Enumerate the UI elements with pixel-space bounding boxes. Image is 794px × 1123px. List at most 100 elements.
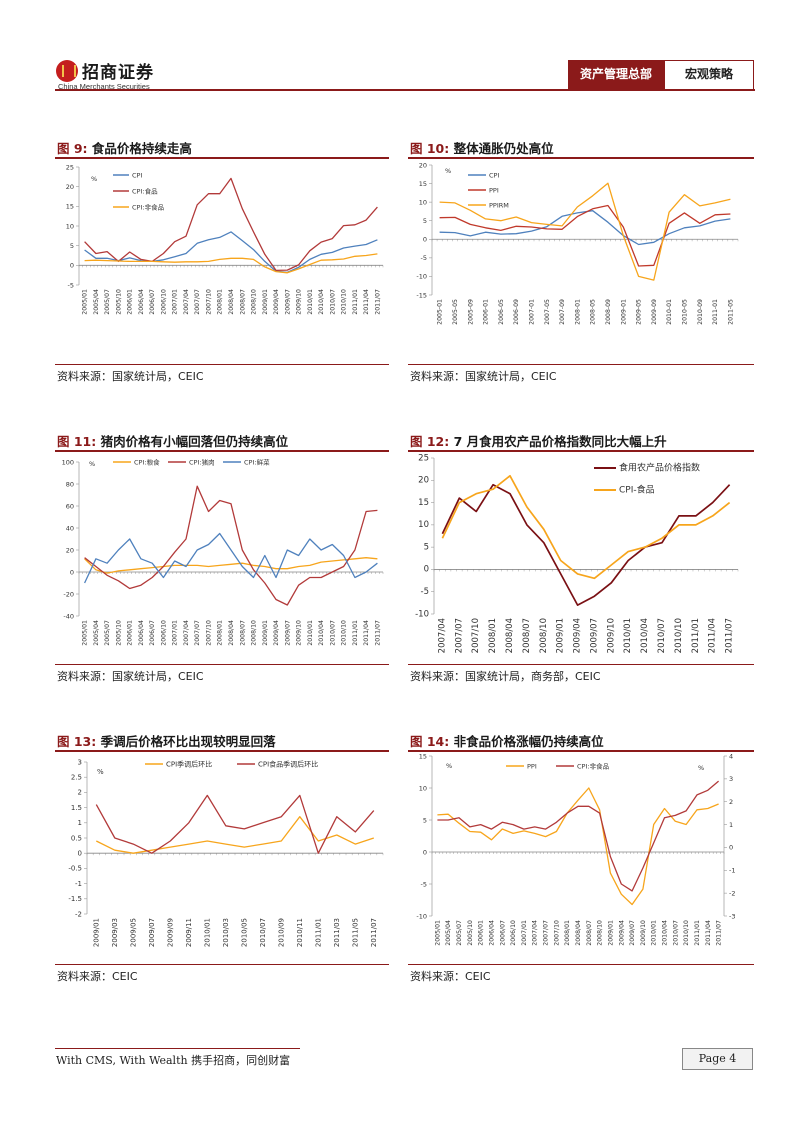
y-tick-label: 5 [424,542,429,552]
x-tick-label: 2009/04 [273,620,280,646]
y-tick-label: 0 [70,568,74,576]
x-tick-label: 2010/10 [683,920,690,946]
figure-13-title: 图 13: 季调后价格环比出现较明显回落 [57,734,276,749]
y-tick-label: -5 [421,254,427,262]
y-tick-label: 0 [423,236,427,244]
y-tick-label: -0.5 [68,865,82,873]
unit-label: % [445,167,451,175]
x-tick-label: 2009/11 [185,918,193,947]
y-tick-label: 0.5 [71,834,82,842]
x-tick-label: 2008-05 [590,299,597,325]
y-tick-label: 1 [78,819,82,827]
x-tick-label: 2009/10 [640,920,647,946]
x-tick-label: 2010/01 [623,618,633,653]
series-line-2 [84,253,378,274]
header-tab-asset-mgmt: 资产管理总部 [568,60,664,89]
x-tick-label: 2008/07 [239,620,246,646]
figure-9-rule [55,157,389,159]
figure-11-source: 资料来源：国家统计局，CEIC [57,670,204,683]
series-line-2 [84,532,378,584]
y-tick-label: 2.5 [71,774,82,782]
x-tick-label: 2009/01 [262,620,269,646]
y-tick-label: 80 [66,480,74,488]
x-tick-label: 2005/07 [104,289,111,315]
legend-label: CPI-食品 [619,484,655,496]
x-tick-label: 2009/01 [262,289,269,315]
y-tick-label: 25 [418,453,429,463]
x-tick-label: 2011/07 [374,620,381,646]
x-tick-label: 2009/07 [629,920,636,946]
y-tick-label: 0 [424,565,429,575]
x-tick-label: 2010/11 [296,918,304,947]
y2-tick-label: -3 [729,912,735,920]
figure-10-title: 图 10: 整体通胀仍处高位 [410,141,554,156]
y-tick-label: 15 [419,180,427,188]
x-tick-label: 2008-09 [605,299,612,325]
x-tick-label: 2006-09 [513,299,520,325]
x-tick-label: 2009-09 [651,299,658,325]
figure-10-bottom-rule [408,364,754,365]
y-tick-label: -1.5 [68,895,82,903]
y-tick-label: 10 [418,520,429,530]
x-tick-label: 2009/09 [166,918,174,947]
y-tick-label: 40 [66,524,74,532]
legend-label: CPI [132,172,142,180]
y-tick-label: 5 [423,217,427,225]
x-tick-label: 2009/04 [618,920,625,946]
x-tick-label: 2006-01 [483,299,490,325]
x-tick-label: 2008/07 [239,289,246,315]
series-line-2 [439,182,731,281]
x-tick-label: 2006/10 [160,620,167,646]
logo-english-name: China Merchants Securities [58,82,150,91]
x-tick-label: 2010-01 [666,299,673,325]
x-tick-label: 2009/10 [296,289,303,315]
y2-tick-label: 1 [729,821,733,829]
x-tick-label: 2010/04 [662,920,669,946]
figure-12-source: 资料来源：国家统计局，商务部，CEIC [410,670,601,683]
x-tick-label: 2005/10 [115,620,122,646]
x-tick-label: 2010/09 [277,918,285,947]
legend-label: CPI:非食品 [132,203,164,212]
y-tick-label: -40 [63,612,74,620]
x-tick-label: 2006-05 [498,299,505,325]
x-tick-label: 2005/04 [445,920,452,946]
chart-overall-inflation: -15 -10 -5 0 5 10 15 20 2005-01 2005-05 2005-09 200… [416,161,739,325]
x-tick-label: 2005/10 [467,920,474,946]
figure-12-title: 图 12: 7 月食用农产品价格指数同比大幅上升 [410,434,667,449]
figure-13-rule [55,750,389,752]
x-tick-label: 2009/07 [148,918,156,947]
x-tick-label: 2010/03 [222,918,230,947]
series-line-1 [439,204,731,267]
legend-label: 食用农产品价格指数 [619,462,700,474]
x-tick-label: 2006/01 [478,920,485,946]
y-tick-label: 25 [66,163,74,171]
logo-name: 招商证券 [82,63,154,83]
y2-tick-label: -1 [729,867,735,875]
x-tick-label: 2011/01 [694,920,701,946]
y-tick-label: 10 [419,784,427,792]
figure-12-bottom-rule [408,664,754,665]
y-tick-label: -5 [68,281,74,289]
series-line-0 [437,787,719,906]
y-tick-label: 20 [66,183,74,191]
x-tick-label: 2009/01 [556,618,566,653]
x-tick-label: 2010/07 [657,618,667,653]
y-tick-label: -5 [421,587,429,597]
x-tick-label: 2010/10 [674,618,684,653]
figure-9-bottom-rule [55,364,389,365]
y-tick-label: 15 [419,752,427,760]
y-tick-label: -5 [421,880,427,888]
x-tick-label: 2011/07 [725,618,735,653]
series-line-0 [84,231,378,274]
x-tick-label: 2006/01 [127,289,134,315]
y-tick-label: 0 [423,848,427,856]
x-tick-label: 2009/07 [589,618,599,653]
y2-tick-label: 2 [729,798,733,806]
y-tick-label: -1 [75,880,82,888]
x-tick-label: 2008/10 [251,620,258,646]
x-tick-label: 2005/07 [456,920,463,946]
y2-tick-label: -2 [729,889,735,897]
x-tick-label: 2005/04 [93,289,100,315]
figure-14-source: 资料来源：CEIC [410,970,491,983]
legend-label: CPI:食品 [132,187,158,196]
